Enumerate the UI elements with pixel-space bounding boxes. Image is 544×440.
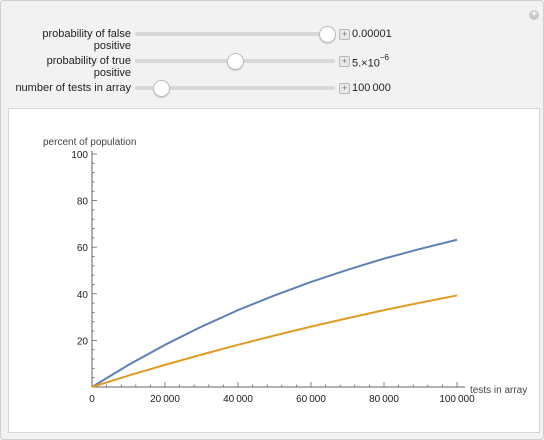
- tests-in-array-slider[interactable]: [135, 80, 335, 97]
- true-positive-value-exponent: −6: [379, 53, 389, 62]
- x-tick-label: 80 000: [369, 394, 399, 405]
- x-tick-label: 40 000: [223, 394, 253, 405]
- true-positive-label: probability of true positive: [46, 55, 131, 79]
- y-tick-label: 40: [77, 290, 89, 301]
- x-tick-label: 20 000: [150, 394, 180, 405]
- x-tick-label: 0: [89, 394, 95, 405]
- x-axis-label: tests in array: [470, 385, 527, 396]
- chart: 20 40 60 80 100 0 20 000 40 000 60 000 80 000 100 …: [43, 137, 527, 405]
- false-positive-expand-icon[interactable]: +: [339, 29, 350, 40]
- y-tick-label: 60: [77, 243, 89, 254]
- true-positive-value: 5.×10−6: [352, 53, 389, 70]
- tests-in-array-expand-icon[interactable]: +: [339, 83, 350, 94]
- x-tick-label: 60 000: [296, 394, 326, 405]
- false-positive-label: probability of false positive: [42, 28, 131, 52]
- y-tick-label: 100: [71, 150, 88, 161]
- true-positive-slider-thumb[interactable]: [227, 53, 244, 70]
- false-positive-slider-thumb[interactable]: [319, 26, 336, 43]
- true-positive-expand-icon[interactable]: +: [339, 56, 350, 67]
- y-tick-label: 20: [77, 336, 89, 347]
- series-line-2: [91, 294, 458, 388]
- y-axis-label: percent of population: [43, 137, 136, 148]
- plot-panel: 20 40 60 80 100 0 20 000 40 000 60 000 80 000 100 …: [8, 108, 540, 433]
- tests-in-array-value: 100 000: [352, 82, 391, 94]
- expand-options-icon[interactable]: +: [529, 10, 539, 20]
- true-positive-slider[interactable]: [135, 53, 335, 70]
- series-line-1: [91, 238, 458, 388]
- x-tick-label: 100 000: [439, 394, 475, 405]
- false-positive-value: 0.00001: [352, 28, 392, 40]
- false-positive-slider[interactable]: [135, 26, 336, 43]
- tests-in-array-label: number of tests in array: [15, 82, 131, 94]
- y-tick-label: 80: [77, 197, 89, 208]
- tests-in-array-slider-thumb[interactable]: [153, 80, 170, 97]
- true-positive-value-mantissa: 5.×10: [352, 57, 380, 70]
